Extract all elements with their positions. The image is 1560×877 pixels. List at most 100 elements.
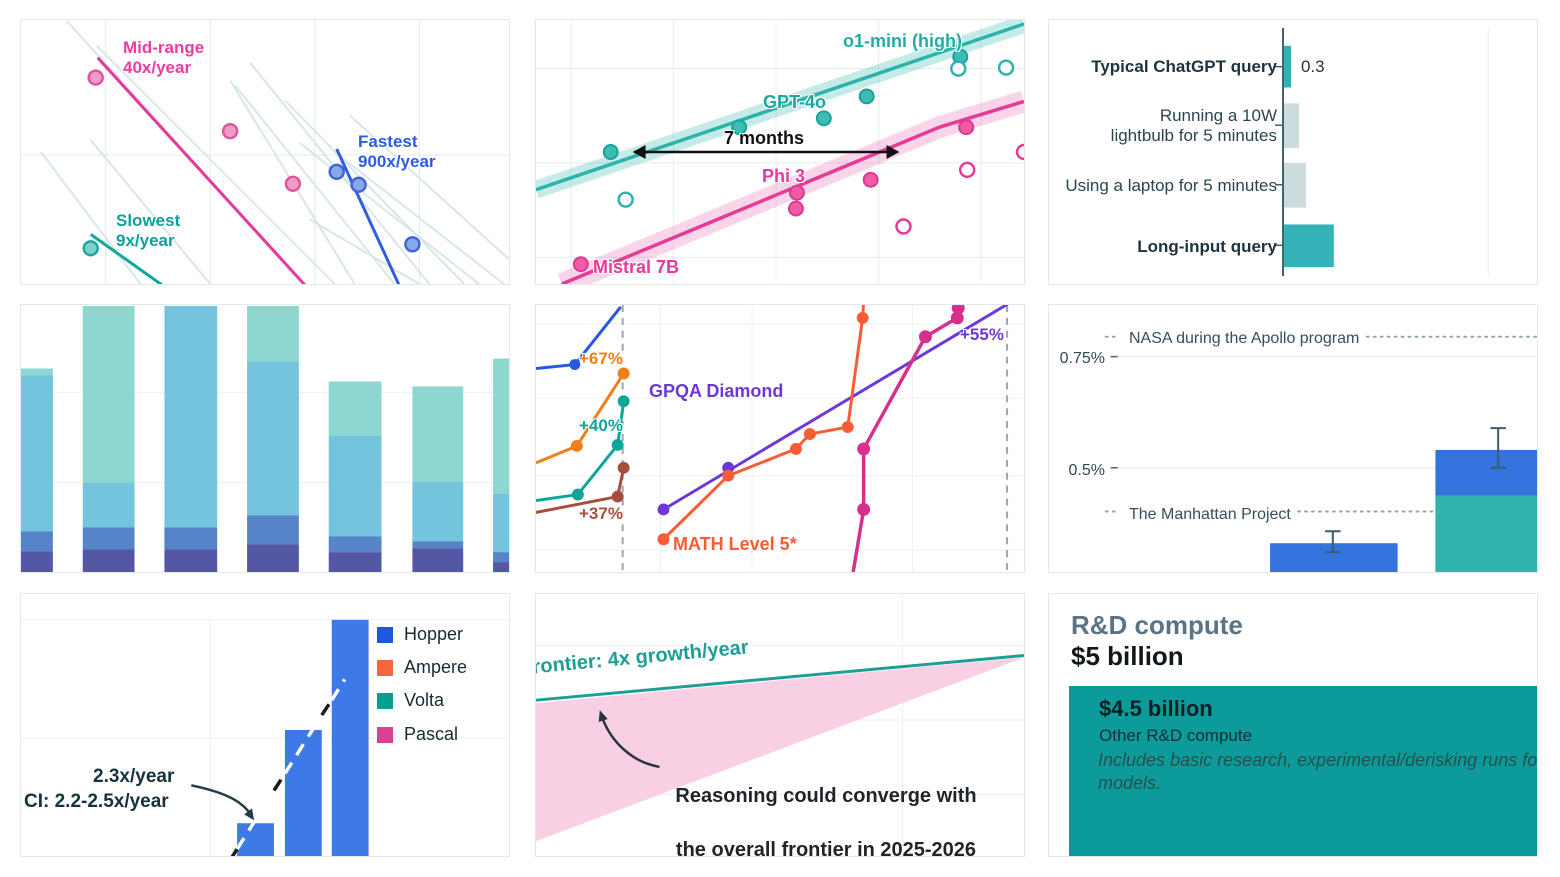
hopper-label: Hopper	[404, 624, 464, 644]
ci-label: CI: 2.2-2.5x/year	[24, 791, 169, 812]
blue-points	[328, 163, 345, 181]
pink-hollow-points	[895, 218, 912, 235]
spending-bars	[1435, 449, 1537, 496]
faint-trend-lines	[334, 151, 505, 284]
teal-filled-points	[731, 119, 748, 136]
row-label-chatgpt-query: Typical ChatGPT query	[1091, 57, 1277, 76]
scaling-rates-chart	[21, 20, 509, 284]
stacked-bars	[21, 375, 53, 532]
pink-filled-points	[788, 184, 805, 201]
growth-bars	[284, 729, 322, 856]
math-points	[789, 442, 802, 455]
teal-series-points	[617, 395, 630, 408]
stacked-bars	[164, 305, 218, 528]
manhattan-project-label: The Manhattan Project	[1125, 505, 1295, 525]
row-label-laptop: Using a laptop for 5 minutes	[1065, 176, 1277, 195]
pink-filled-points	[572, 256, 589, 273]
magenta-points	[950, 311, 964, 325]
rd-compute-total: $5 billion	[1071, 641, 1184, 671]
stacked-bars	[412, 548, 464, 572]
teal-filled-points	[815, 110, 832, 127]
energy-bars	[1284, 224, 1334, 268]
legend-item-ampere: Ampere	[377, 657, 467, 679]
nasa-apollo-label: NASA during the Apollo program	[1125, 329, 1364, 349]
tick-0-75-label: 0.75%	[1059, 350, 1105, 367]
arrowhead-right	[886, 145, 900, 159]
reasoning-frontier-chart	[536, 594, 1024, 856]
mistral-7b-label: Mistral 7B	[593, 257, 680, 277]
error-bar-right	[1490, 427, 1507, 469]
teal-filled-points	[858, 88, 875, 105]
faint-trend-lines	[299, 142, 480, 284]
rd-spending-chart	[1104, 335, 1537, 572]
annotation-arrow	[191, 784, 254, 818]
row-label-long-input: Long-input query	[1137, 237, 1277, 256]
gain-67-label: +67%	[579, 349, 623, 368]
box-label: Other R&D compute	[1099, 726, 1253, 745]
blue-series-points	[569, 359, 581, 371]
magenta-points	[857, 503, 871, 516]
stacked-bars	[493, 552, 509, 563]
error-bar-left	[1324, 530, 1341, 554]
pascal-label: Pascal	[404, 724, 459, 744]
magenta-points	[918, 330, 932, 344]
box-note-line2: models.	[1098, 773, 1162, 793]
energy-bars	[1284, 45, 1292, 88]
stacked-bars	[247, 305, 299, 362]
model-efficiency-chart	[536, 20, 1024, 284]
ampere-label: Ampere	[404, 657, 468, 677]
seven-months-label: 7 months	[724, 128, 805, 148]
gain-37-label: +37%	[579, 504, 623, 523]
stacked-bars	[328, 536, 382, 553]
growth-rate-label: 2.3x/year	[93, 766, 175, 787]
brown-series-points	[611, 490, 624, 503]
math-points	[722, 469, 735, 482]
faint-trend-lines	[234, 84, 396, 284]
stacked-bars	[493, 562, 509, 572]
stacked-bars	[21, 551, 53, 572]
pink-points	[87, 69, 104, 86]
phi-3-label: Phi 3	[762, 166, 806, 186]
pink-trend	[561, 99, 1024, 284]
row-label-lightbulb: Running a 10W lightbulb for 5 minutes	[1110, 106, 1277, 146]
energy-bars	[1284, 162, 1306, 208]
value-label-0-3: 0.3	[1301, 57, 1325, 76]
magenta-points	[857, 442, 871, 456]
frontier-line	[536, 654, 1024, 702]
teal-hollow-points	[617, 191, 634, 208]
pink-hollow-points	[1015, 143, 1024, 161]
slowest-trend	[89, 233, 164, 284]
pink-hollow-points	[959, 161, 976, 179]
stacked-bars	[164, 549, 218, 572]
rd-compute-title: R&D compute	[1071, 610, 1243, 640]
volta-label: Volta	[404, 690, 445, 710]
teal-hollow-points	[950, 60, 967, 77]
pink-filled-points	[862, 171, 879, 188]
pink-points	[221, 122, 239, 140]
stacked-bars	[21, 531, 53, 552]
stacked-bars	[82, 305, 135, 483]
panel-model-efficiency: o1-mini (high) GPT-4o 7 months Phi 3 Mis…	[535, 19, 1025, 285]
stacked-bars	[247, 361, 299, 516]
math-points	[856, 311, 869, 324]
note-arrowhead	[598, 710, 608, 723]
panel-stacked-compute	[20, 304, 510, 573]
gpt-4o-label: GPT-4o	[763, 92, 827, 112]
gpqa-points	[657, 503, 670, 516]
growth-bars	[331, 619, 369, 856]
faint-trend-lines	[309, 218, 420, 284]
math-level-5-label: MATH Level 5*	[673, 534, 797, 554]
panel-query-energy: Typical ChatGPT query Running a 10W ligh…	[1048, 19, 1538, 285]
tick-0-5-label: 0.5%	[1068, 462, 1105, 479]
query-energy-chart	[1275, 27, 1489, 277]
teal-trend	[536, 22, 1024, 192]
pink-filled-points	[958, 119, 975, 136]
legend-item-volta: Volta	[377, 690, 444, 712]
box-value: $4.5 billion	[1099, 696, 1213, 721]
fastest-trend	[335, 148, 401, 284]
ampere-swatch	[377, 659, 393, 676]
panel-rd-spending: NASA during the Apollo program 0.75% 0.5…	[1048, 304, 1538, 573]
convergence-note: Reasoning could converge with the overal…	[650, 756, 1002, 856]
stacked-bars	[328, 552, 382, 572]
